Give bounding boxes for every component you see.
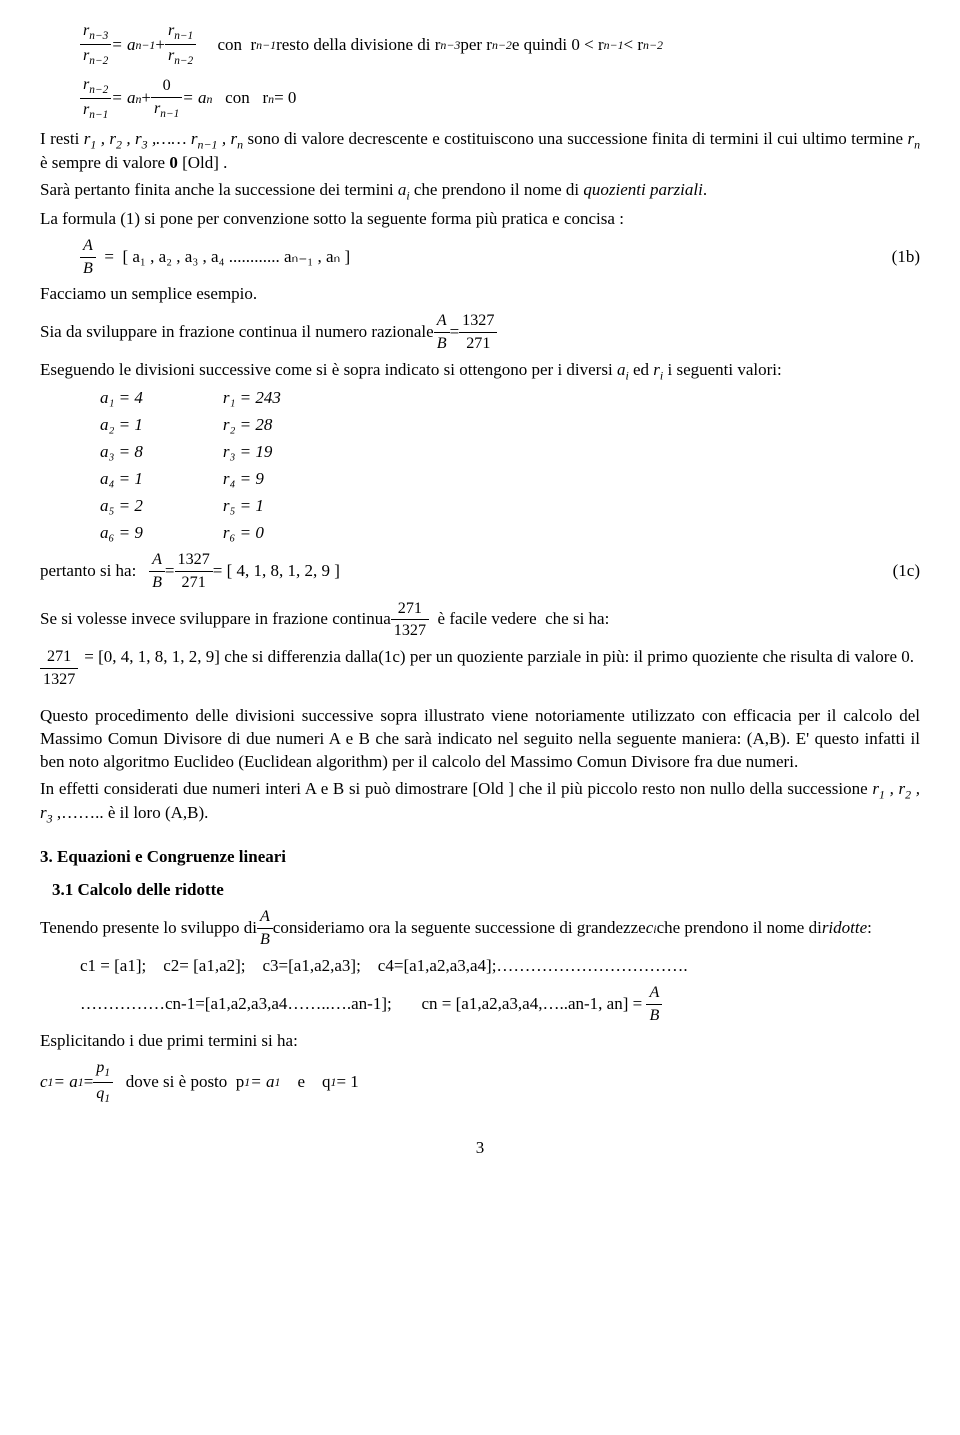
subsection-heading: 3.1 Calcolo delle ridotte (52, 879, 920, 902)
ridotte-line-2: ……………cn-1=[a1,a2,a3,a4……..….an-1]; cn = … (40, 982, 920, 1027)
r-column: r₁ = 243 r₂ = 28 r₃ = 19 r₄ = 9 r₅ = 1 r… (223, 387, 281, 545)
paragraph: I resti r1 , r2 , r3 ,…… rn−1 , rn sono … (40, 128, 920, 175)
a-column: a₁ = 4 a₂ = 1 a₃ = 8 a₄ = 1 a₅ = 2 a₆ = … (100, 387, 143, 545)
equation-c1: c1 = a1 = p1 q1 dove si è posto p1 = a1 … (40, 1057, 920, 1107)
paragraph: Tenendo presente lo sviluppo di AB consi… (40, 906, 920, 951)
equation-label: (1b) (892, 246, 920, 269)
values-table: a₁ = 4 a₂ = 1 a₃ = 8 a₄ = 1 a₅ = 2 a₆ = … (40, 387, 920, 545)
fraction: rn−3 rn−2 (80, 20, 111, 70)
equation-1c: pertanto si ha: AB = 1327271 = [ 4, 1, 8… (40, 549, 920, 594)
equation-1b: A B = [ a₁ , a₂ , a₃ , a₄ ............ a… (40, 235, 920, 280)
page-number: 3 (40, 1137, 920, 1160)
paragraph: Sarà pertanto finita anche la succession… (40, 179, 920, 203)
paragraph: 2711327 = [0, 4, 1, 8, 1, 2, 9] che si d… (40, 646, 920, 691)
ridotte-line-1: c1 = [a1]; c2= [a1,a2]; c3=[a1,a2,a3]; c… (40, 955, 920, 978)
paragraph: La formula (1) si pone per convenzione s… (40, 208, 920, 231)
section-heading: 3. Equazioni e Congruenze lineari (40, 846, 920, 869)
paragraph: Sia da sviluppare in frazione continua i… (40, 310, 920, 355)
fraction: rn−1 rn−2 (165, 20, 196, 70)
equation-line-2: rn−2 rn−1 = an + 0 rn−1 = an con rn = 0 (40, 74, 920, 124)
paragraph: Se si volesse invece sviluppare in frazi… (40, 598, 920, 643)
paragraph: Esplicitando i due primi termini si ha: (40, 1030, 920, 1053)
equation-label: (1c) (893, 560, 920, 583)
paragraph: In effetti considerati due numeri interi… (40, 778, 920, 827)
paragraph: Eseguendo le divisioni successive come s… (40, 359, 920, 383)
equation-line-1: rn−3 rn−2 = an−1 + rn−1 rn−2 con rn−1 re… (40, 20, 920, 70)
paragraph: Facciamo un semplice esempio. (40, 283, 920, 306)
paragraph: Questo procedimento delle divisioni succ… (40, 705, 920, 774)
